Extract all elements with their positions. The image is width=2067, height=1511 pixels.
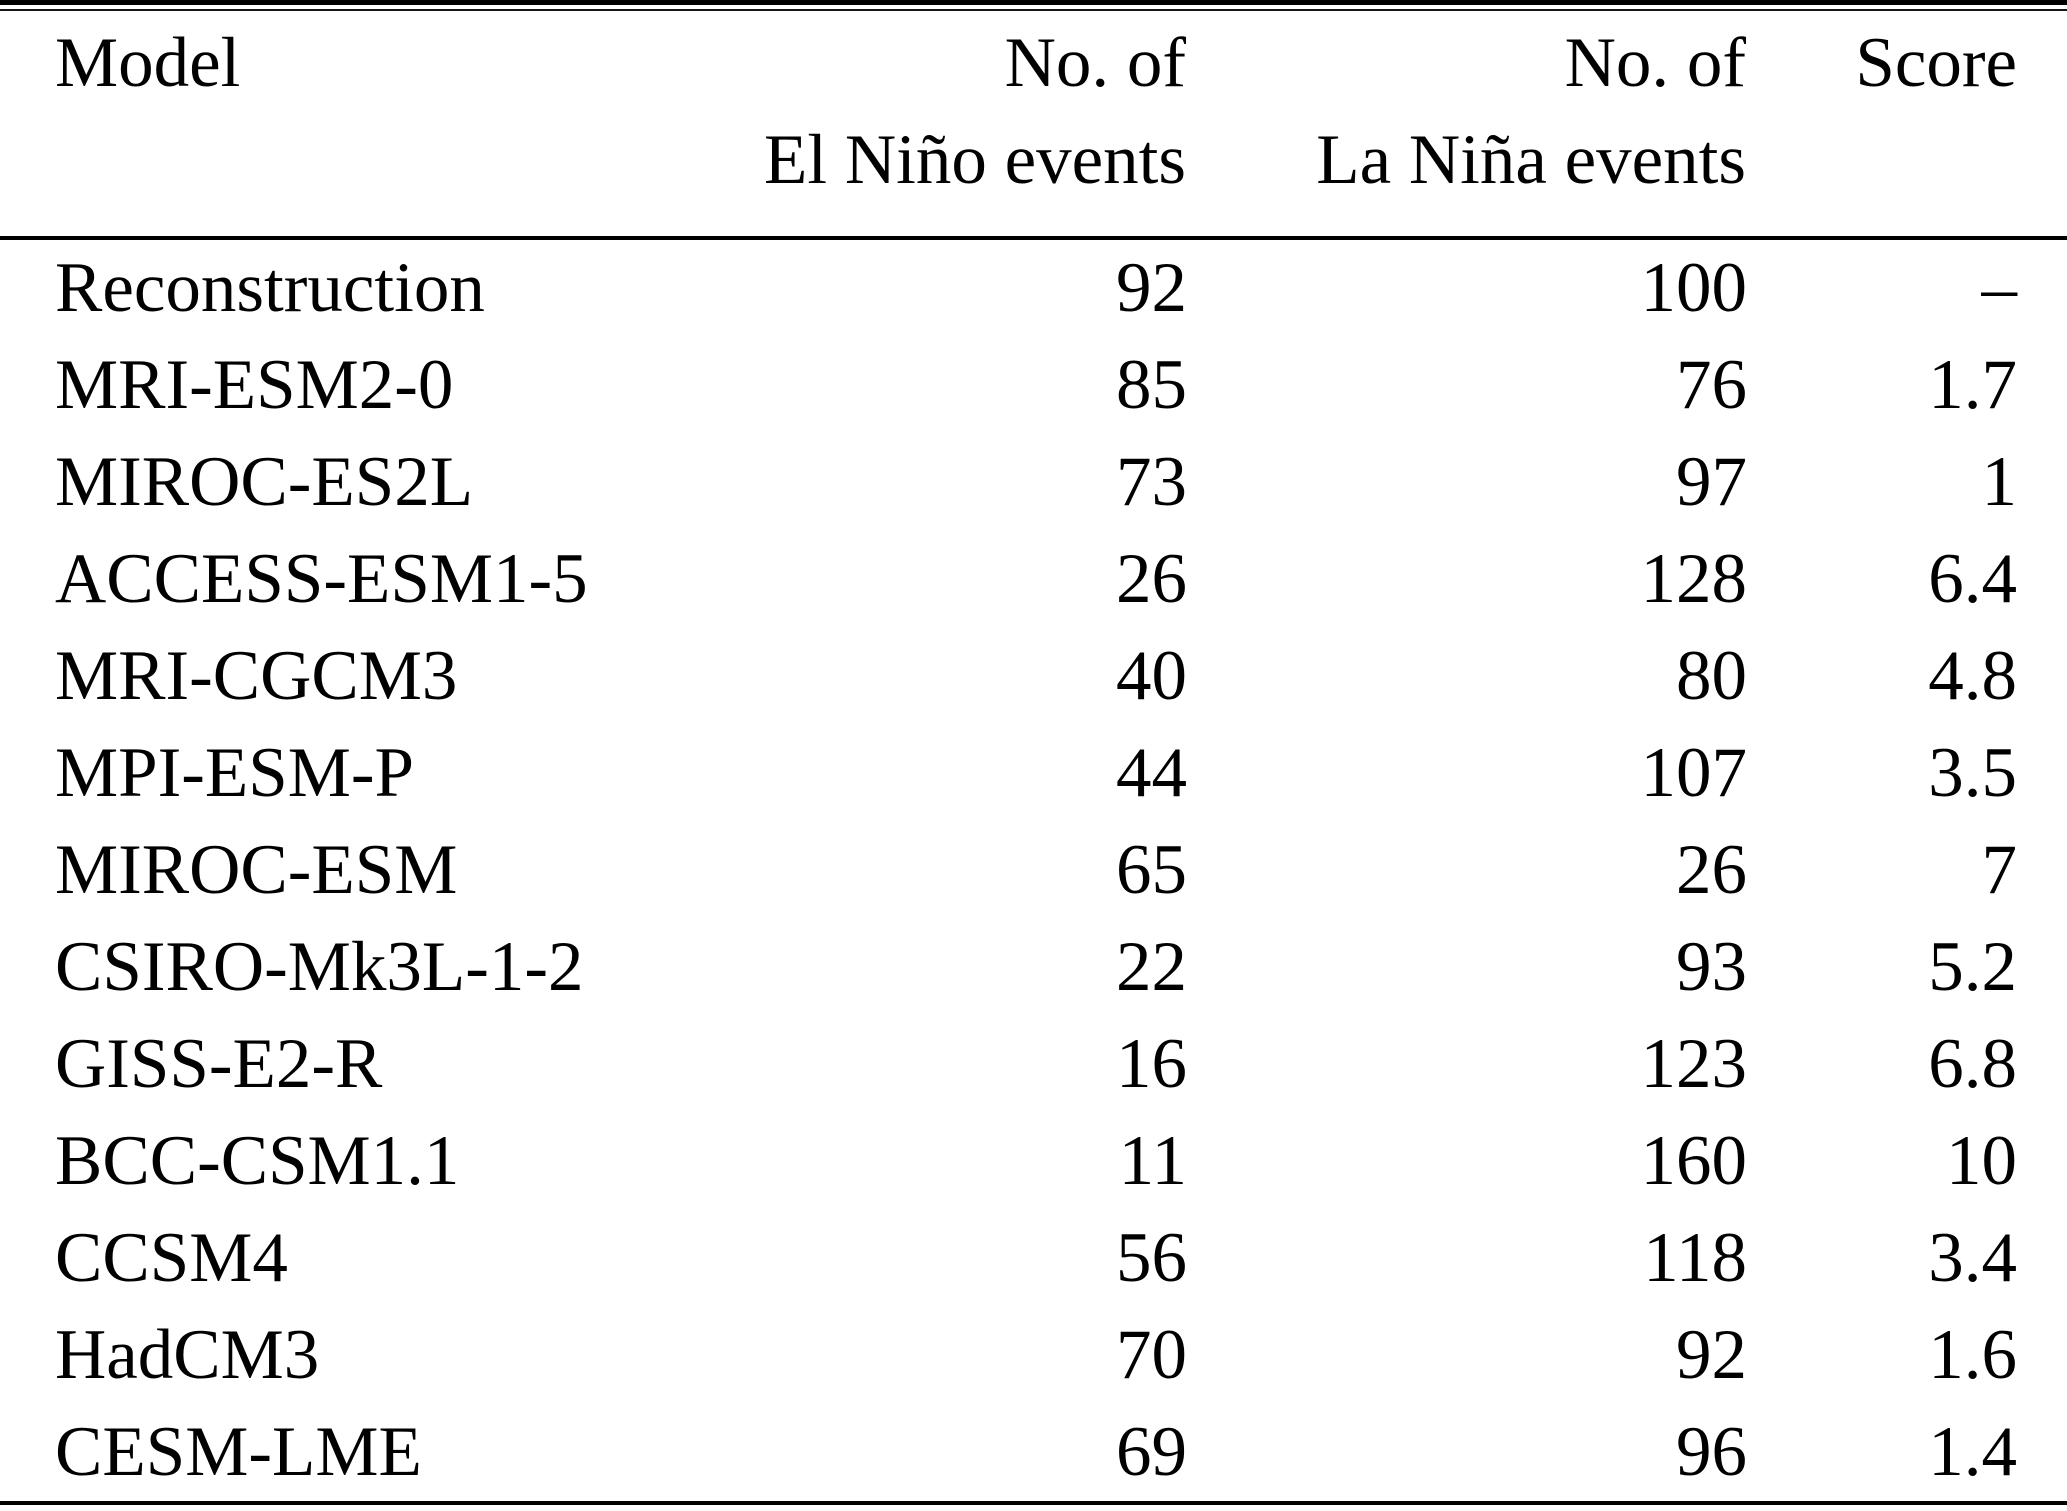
header-model: Model (0, 11, 700, 240)
table-row: MIROC-ESM 65 26 7 (0, 822, 2067, 919)
cell-score: 3.5 (1928, 734, 2017, 812)
table-body: Reconstruction 92 100 – MRI-ESM2-0 85 76… (0, 238, 2067, 1503)
table-row: MRI-ESM2-0 85 76 1.7 (0, 337, 2067, 434)
cell-model: MIROC-ESM (55, 831, 458, 909)
table-row: GISS-E2-R 16 123 6.8 (0, 1016, 2067, 1113)
header-score-label: Score (1855, 24, 2017, 102)
header-lanina-line2: La Niña events (1316, 121, 1746, 199)
cell-elnino-count: 16 (1116, 1025, 1187, 1103)
cell-score: 4.8 (1928, 637, 2017, 715)
table-row: ACCESS-ESM1-5 26 128 6.4 (0, 531, 2067, 628)
table-row: MPI-ESM-P 44 107 3.5 (0, 725, 2067, 822)
table-row: CESM-LME 69 96 1.4 (0, 1404, 2067, 1503)
cell-lanina-count: 96 (1676, 1413, 1747, 1491)
cell-lanina-count: 26 (1676, 831, 1747, 909)
header-model-label: Model (55, 24, 241, 102)
table-row: CCSM4 56 118 3.4 (0, 1210, 2067, 1307)
cell-elnino-count: 11 (1118, 1122, 1187, 1200)
cell-elnino-count: 40 (1116, 637, 1187, 715)
cell-model: MIROC-ES2L (55, 443, 474, 521)
cell-model: CSIRO-Mk3L-1-2 (55, 928, 584, 1006)
table-row: MIROC-ES2L 73 97 1 (0, 434, 2067, 531)
cell-lanina-count: 107 (1640, 734, 1748, 812)
cell-lanina-count: 128 (1640, 540, 1748, 618)
cell-lanina-count: 160 (1640, 1122, 1748, 1200)
cell-score: 1 (1981, 443, 2018, 521)
cell-elnino-count: 85 (1116, 346, 1187, 424)
cell-score: 6.8 (1928, 1025, 2017, 1103)
cell-model: ACCESS-ESM1-5 (55, 540, 588, 618)
cell-lanina-count: 97 (1676, 443, 1747, 521)
cell-elnino-count: 26 (1116, 540, 1187, 618)
header-elnino-line1: No. of (1004, 24, 1186, 102)
table-row: HadCM3 70 92 1.6 (0, 1307, 2067, 1404)
cell-model: MRI-ESM2-0 (55, 346, 454, 424)
cell-score: – (1981, 249, 2018, 327)
cell-model: MPI-ESM-P (55, 734, 415, 812)
cell-lanina-count: 80 (1676, 637, 1747, 715)
cell-elnino-count: 73 (1116, 443, 1187, 521)
cell-score: 7 (1981, 831, 2018, 909)
table-row: MRI-CGCM3 40 80 4.8 (0, 628, 2067, 725)
cell-score: 1.7 (1928, 346, 2017, 424)
cell-lanina-count: 100 (1640, 249, 1748, 327)
cell-score: 1.4 (1928, 1413, 2017, 1491)
cell-elnino-count: 69 (1116, 1413, 1187, 1491)
header-row: Model No. of El Niño events No. of La Ni… (0, 11, 2067, 240)
cell-model: GISS-E2-R (55, 1025, 383, 1103)
cell-lanina-count: 92 (1676, 1316, 1747, 1394)
header-elnino-line2: El Niño events (764, 121, 1186, 199)
cell-elnino-count: 44 (1116, 734, 1187, 812)
cell-model: CESM-LME (55, 1413, 422, 1491)
table-header: Model No. of El Niño events No. of La Ni… (0, 11, 2067, 240)
header-lanina-line1: No. of (1564, 24, 1746, 102)
cell-score: 5.2 (1928, 928, 2017, 1006)
cell-model: BCC-CSM1.1 (55, 1122, 460, 1200)
cell-score: 1.6 (1928, 1316, 2017, 1394)
table-top-rule-thin (0, 9, 2067, 11)
cell-elnino-count: 70 (1116, 1316, 1187, 1394)
table-row: Reconstruction 92 100 – (0, 238, 2067, 337)
cell-lanina-count: 118 (1643, 1219, 1747, 1297)
header-elnino-events: No. of El Niño events (700, 11, 1187, 240)
cell-lanina-count: 93 (1676, 928, 1747, 1006)
table-row: BCC-CSM1.1 11 160 10 (0, 1113, 2067, 1210)
cell-lanina-count: 123 (1640, 1025, 1748, 1103)
cell-model: CCSM4 (55, 1219, 288, 1297)
cell-score: 3.4 (1928, 1219, 2017, 1297)
cell-score: 6.4 (1928, 540, 2017, 618)
cell-score: 10 (1946, 1122, 2017, 1200)
enso-events-table: Model No. of El Niño events No. of La Ni… (0, 11, 2067, 1505)
cell-elnino-count: 56 (1116, 1219, 1187, 1297)
cell-model: HadCM3 (55, 1316, 320, 1394)
cell-model: Reconstruction (55, 249, 485, 327)
cell-elnino-count: 92 (1116, 249, 1187, 327)
table-top-rule-thick (0, 0, 2067, 5)
cell-elnino-count: 22 (1116, 928, 1187, 1006)
cell-model: MRI-CGCM3 (55, 637, 458, 715)
cell-elnino-count: 65 (1116, 831, 1187, 909)
header-score: Score (1747, 11, 2067, 240)
table-row: CSIRO-Mk3L-1-2 22 93 5.2 (0, 919, 2067, 1016)
header-lanina-events: No. of La Niña events (1187, 11, 1747, 240)
cell-lanina-count: 76 (1676, 346, 1747, 424)
